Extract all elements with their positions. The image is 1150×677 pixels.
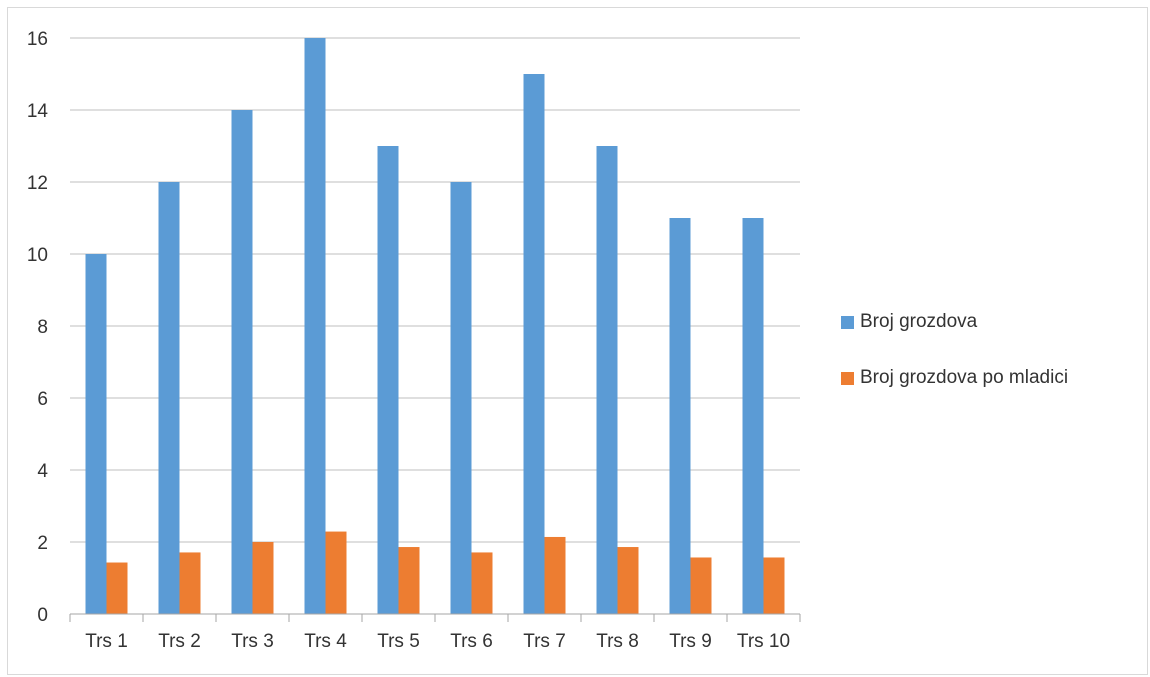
y-tick-label: 12 xyxy=(27,173,48,194)
legend-item-series-1: Broj grozdova xyxy=(841,305,1068,339)
bar-broj-grozdova xyxy=(158,182,180,614)
y-tick-label: 2 xyxy=(37,533,48,554)
bar-broj-grozdova-po-mladici xyxy=(398,547,420,614)
bar-broj-grozdova xyxy=(450,182,472,614)
bar-broj-grozdova xyxy=(669,218,691,614)
legend-item-series-2: Broj grozdova po mladici xyxy=(841,361,1068,395)
x-tick-label: Trs 2 xyxy=(158,631,201,652)
y-axis-ticks: 0 2 4 6 8 10 12 14 16 xyxy=(27,29,49,626)
x-tick-label: Trs 1 xyxy=(85,631,128,652)
x-tick-label: Trs 7 xyxy=(523,631,566,652)
legend-label-series-1: Broj grozdova xyxy=(860,311,978,332)
y-tick-label: 6 xyxy=(37,389,48,410)
x-tick-label: Trs 3 xyxy=(231,631,274,652)
legend-swatch-series-2 xyxy=(841,371,854,385)
bar-broj-grozdova-po-mladici xyxy=(763,557,785,614)
y-tick-label: 16 xyxy=(27,29,48,50)
bar-broj-grozdova xyxy=(596,146,618,614)
bar-broj-grozdova-po-mladici xyxy=(544,536,566,614)
x-tick-label: Trs 4 xyxy=(304,631,347,652)
bar-broj-grozdova-po-mladici xyxy=(325,531,347,614)
bar-broj-grozdova-po-mladici xyxy=(617,547,639,614)
x-tick-label: Trs 6 xyxy=(450,631,493,652)
legend-label-series-2: Broj grozdova po mladici xyxy=(860,367,1069,388)
x-tick-label: Trs 8 xyxy=(596,631,639,652)
legend-swatch-series-1 xyxy=(841,315,854,329)
bar-broj-grozdova xyxy=(231,110,253,614)
x-tick-label: Trs 5 xyxy=(377,631,420,652)
y-tick-label: 14 xyxy=(27,101,49,122)
legend: Broj grozdova Broj grozdova po mladici xyxy=(841,305,1068,417)
bar-broj-grozdova xyxy=(304,38,326,614)
bar-broj-grozdova-po-mladici xyxy=(690,557,712,614)
bar-broj-grozdova xyxy=(742,218,764,614)
x-tick-label: Trs 9 xyxy=(669,631,712,652)
bar-broj-grozdova-po-mladici xyxy=(179,552,201,614)
y-tick-label: 4 xyxy=(37,461,48,482)
bar-broj-grozdova xyxy=(377,146,399,614)
y-tick-label: 0 xyxy=(37,605,48,626)
bars xyxy=(85,38,785,614)
y-tick-label: 8 xyxy=(37,317,48,338)
chart-frame xyxy=(7,7,1148,675)
bar-broj-grozdova-po-mladici xyxy=(106,562,128,614)
bar-broj-grozdova xyxy=(523,74,545,614)
bar-broj-grozdova xyxy=(85,254,107,614)
y-tick-label: 10 xyxy=(27,245,48,266)
x-axis: Trs 1 Trs 2 Trs 3 Trs 4 Trs 5 Trs 6 Trs 7 Trs 8… xyxy=(69,613,801,652)
bar-broj-grozdova-po-mladici xyxy=(471,552,493,614)
x-tick-label: Trs 10 xyxy=(737,631,790,652)
bar-broj-grozdova-po-mladici xyxy=(252,542,274,614)
